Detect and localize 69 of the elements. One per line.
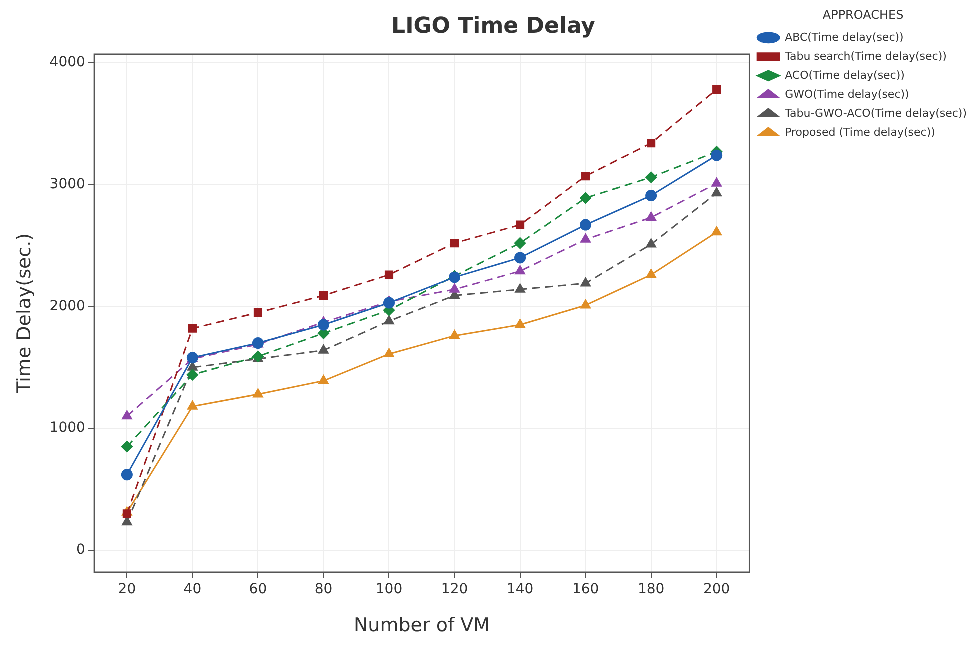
- point: [188, 324, 197, 333]
- point: [580, 300, 591, 309]
- y-tick-label: 0: [76, 542, 86, 558]
- point: [188, 400, 198, 410]
- point: [582, 172, 590, 181]
- point: [384, 297, 395, 309]
- point: [384, 316, 394, 325]
- x-tick-label: 200: [703, 581, 730, 598]
- point: [514, 238, 526, 250]
- y-tick-label: 2000: [50, 298, 86, 314]
- point: [450, 330, 460, 340]
- legend-title: APPROACHES: [822, 8, 904, 22]
- legend-label: Proposed (Time delay(sec)): [785, 126, 936, 139]
- point: [514, 252, 526, 264]
- x-tick-label: 20: [118, 581, 136, 598]
- point: [646, 190, 658, 202]
- point: [450, 284, 460, 293]
- x-tick-label: 160: [572, 581, 600, 598]
- point: [384, 348, 394, 358]
- point: [121, 441, 133, 453]
- legend-label: GWO(Time delay(sec)): [785, 88, 910, 101]
- point: [122, 516, 132, 526]
- point: [254, 308, 263, 318]
- legend-label: ACO(Time delay(sec)): [785, 68, 905, 82]
- x-axis-title: Number of VM: [354, 614, 490, 637]
- point: [318, 375, 329, 384]
- x-tick-label: 100: [376, 581, 403, 598]
- point: [646, 269, 656, 278]
- point: [712, 226, 722, 236]
- point: [186, 369, 198, 381]
- point: [384, 270, 394, 280]
- legend-label: Tabu search(Time delay(sec)): [784, 50, 947, 63]
- y-axis-title: Time Delay(sec.): [13, 233, 36, 394]
- x-tick-label: 40: [184, 581, 202, 598]
- point: [253, 388, 264, 398]
- point: [646, 212, 656, 221]
- y-tick-label: 4000: [50, 54, 86, 71]
- point: [580, 234, 591, 243]
- chart-title: LIGO Time Delay: [392, 14, 596, 39]
- point: [711, 150, 723, 162]
- point: [319, 291, 328, 300]
- point: [712, 188, 722, 197]
- y-tick-label: 3000: [50, 176, 86, 192]
- point: [646, 238, 656, 248]
- point: [515, 319, 526, 328]
- legend-label: ABC(Time delay(sec)): [785, 30, 904, 44]
- point: [516, 220, 525, 230]
- point: [712, 85, 722, 94]
- x-tick-label: 140: [506, 581, 534, 598]
- point: [318, 319, 330, 331]
- point: [121, 469, 133, 481]
- point: [580, 219, 592, 231]
- point: [122, 510, 132, 518]
- point: [318, 344, 329, 354]
- point: [515, 266, 526, 275]
- point: [450, 239, 460, 248]
- legend-label: Tabu-GWO-ACO(Time delay(sec)): [784, 106, 968, 120]
- x-tick-label: 120: [441, 581, 468, 598]
- point: [580, 278, 591, 287]
- x-tick-label: 80: [314, 581, 333, 598]
- x-tick-label: 60: [249, 581, 268, 598]
- point: [647, 139, 656, 148]
- point: [712, 178, 722, 187]
- point: [646, 172, 658, 184]
- y-tick-label: 1000: [50, 420, 86, 436]
- point: [580, 192, 592, 204]
- point: [515, 284, 526, 293]
- x-tick-label: 180: [638, 581, 665, 598]
- point: [122, 410, 132, 420]
